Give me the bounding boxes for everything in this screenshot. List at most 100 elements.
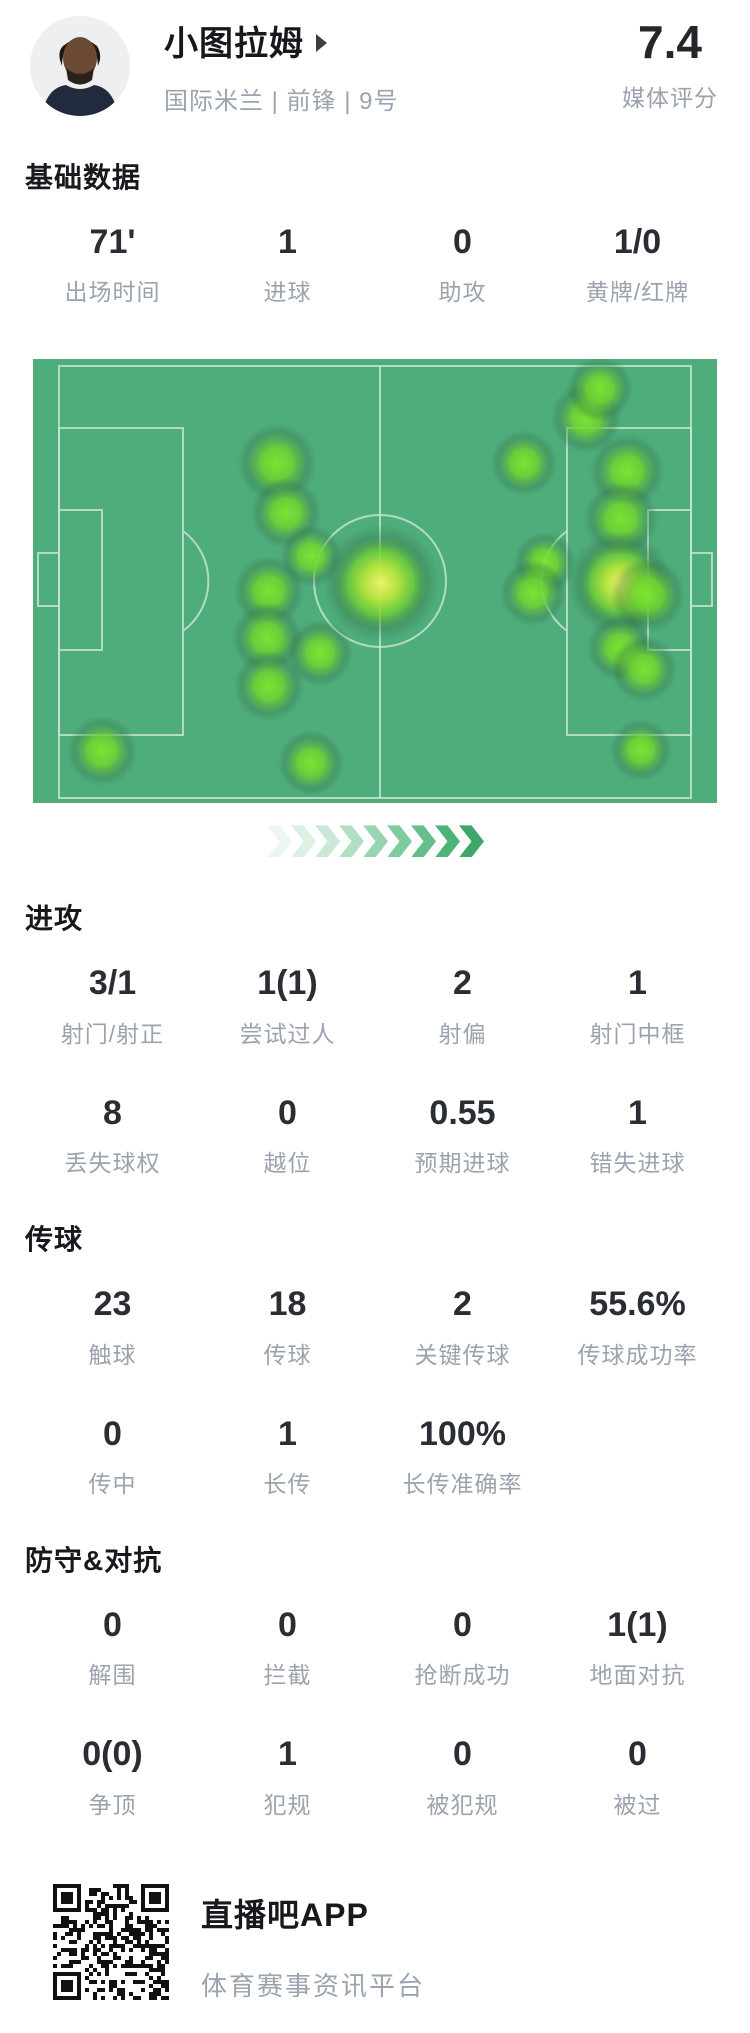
player-name: 小图拉姆 — [164, 25, 304, 63]
stat-cell: 0 被过 — [550, 1735, 725, 1819]
stat-label: 预期进球 — [414, 1150, 511, 1177]
stat-cell: 1 进球 — [200, 223, 375, 307]
stat-value: 71' — [89, 223, 136, 261]
stat-cell: 1/0 黄牌/红牌 — [550, 223, 725, 307]
stat-value: 1 — [628, 1093, 647, 1132]
stat-cell: 18 传球 — [200, 1285, 375, 1369]
passing-stats-row-2: 0 传中 1 长传 100% 长传准确率 — [0, 1414, 750, 1499]
stat-value: 0.55 — [429, 1093, 496, 1132]
app-footer: 直播吧APP 体育赛事资讯平台 — [0, 1883, 750, 2033]
stat-value: 1(1) — [607, 1605, 668, 1644]
stat-value: 0 — [628, 1735, 647, 1774]
attack-stats-row-1: 3/1 射门/射正 1(1) 尝试过人 2 射偏 1 射门中框 — [0, 964, 750, 1048]
chevron-icon — [363, 825, 388, 858]
stat-label: 丢失球权 — [64, 1150, 161, 1177]
stat-value: 0 — [278, 1605, 297, 1644]
stat-cell: 0 解围 — [25, 1605, 200, 1690]
stat-cell: 1 射门中框 — [550, 964, 725, 1048]
chevron-icon — [315, 825, 340, 858]
stat-value: 1(1) — [257, 964, 318, 1003]
stat-value: 0 — [453, 1605, 472, 1644]
basic-stats-row: 71' 出场时间 1 进球 0 助攻 1/0 黄牌/红牌 — [0, 223, 750, 307]
stat-label: 射门中框 — [589, 1020, 686, 1047]
stat-value: 0 — [103, 1414, 122, 1453]
player-photo-placeholder — [30, 16, 130, 116]
stat-label: 射偏 — [438, 1020, 487, 1047]
stat-cell: 0.55 预期进球 — [375, 1093, 550, 1178]
section-passing: 传球 23 触球 18 传球 2 关键传球 55.6% 传球成功率 0 传中 1… — [0, 1218, 750, 1499]
rating-label: 媒体评分 — [622, 85, 718, 111]
stat-label: 长传 — [263, 1470, 312, 1497]
app-name: 直播吧APP — [201, 1896, 369, 1933]
section-attack: 进攻 3/1 射门/射正 1(1) 尝试过人 2 射偏 1 射门中框 8 丢失球… — [0, 897, 750, 1178]
stat-value: 0 — [278, 1093, 297, 1132]
stat-value: 23 — [93, 1285, 132, 1324]
stat-value: 1/0 — [613, 223, 662, 261]
stat-label: 越位 — [263, 1150, 312, 1177]
player-avatar — [30, 16, 130, 116]
stat-label: 被过 — [613, 1791, 662, 1818]
stat-value: 2 — [453, 964, 472, 1003]
section-title-attack: 进攻 — [25, 903, 84, 935]
stat-cell: 0 被犯规 — [375, 1735, 550, 1819]
stat-label: 尝试过人 — [239, 1020, 336, 1047]
stat-value: 18 — [268, 1285, 307, 1324]
stat-label: 被犯规 — [426, 1791, 499, 1818]
stat-cell: 0 传中 — [25, 1414, 200, 1499]
stat-label: 犯规 — [263, 1791, 312, 1818]
stat-label: 拦截 — [263, 1662, 312, 1689]
chevron-icon — [411, 825, 436, 858]
stat-cell: 8 丢失球权 — [25, 1093, 200, 1178]
player-meta: 国际米兰 | 前锋 | 9号 — [164, 88, 399, 115]
chevron-icon — [459, 825, 484, 858]
stat-value: 55.6% — [589, 1285, 686, 1324]
stat-label: 助攻 — [438, 279, 487, 306]
stat-cell: 100% 长传准确率 — [375, 1414, 550, 1499]
stat-cell: 0 助攻 — [375, 223, 550, 307]
stat-value: 100% — [419, 1414, 506, 1453]
stat-value: 1 — [278, 1735, 297, 1774]
stat-value: 1 — [278, 223, 297, 261]
player-header: 小图拉姆 国际米兰 | 前锋 | 9号 7.4 媒体评分 — [0, 0, 750, 116]
stat-cell: 0 越位 — [200, 1093, 375, 1178]
stat-cell: 0 抢断成功 — [375, 1605, 550, 1690]
attack-stats-row-2: 8 丢失球权 0 越位 0.55 预期进球 1 错失进球 — [0, 1093, 750, 1178]
stat-label: 长传准确率 — [402, 1470, 523, 1497]
stat-cell: 0 拦截 — [200, 1605, 375, 1690]
stat-label: 抢断成功 — [414, 1662, 511, 1689]
stat-value: 0(0) — [82, 1735, 143, 1774]
stat-label: 错失进球 — [589, 1150, 686, 1177]
section-title-defense: 防守&对抗 — [25, 1544, 163, 1576]
stat-label: 黄牌/红牌 — [585, 279, 690, 306]
heatmap-pitch — [33, 359, 717, 804]
pitch-svg — [33, 359, 717, 804]
expand-arrow-icon[interactable] — [316, 33, 327, 52]
stat-cell: 2 射偏 — [375, 964, 550, 1048]
stat-cell: 1(1) 尝试过人 — [200, 964, 375, 1048]
stat-cell: 55.6% 传球成功率 — [550, 1285, 725, 1369]
stat-value: 2 — [453, 1285, 472, 1324]
defense-stats-row-2: 0(0) 争顶 1 犯规 0 被犯规 0 被过 — [0, 1735, 750, 1819]
qr-code — [53, 1883, 169, 2000]
stat-value: 0 — [453, 223, 472, 261]
app-tagline: 体育赛事资讯平台 — [201, 1970, 426, 2001]
stat-cell: 1 长传 — [200, 1415, 375, 1499]
stat-label: 争顶 — [88, 1791, 137, 1818]
stat-label: 传球 — [263, 1341, 312, 1368]
stat-value: 0 — [103, 1605, 122, 1644]
stat-label: 射门/射正 — [60, 1020, 165, 1047]
stat-label: 触球 — [88, 1341, 137, 1368]
stat-cell: 0(0) 争顶 — [25, 1735, 200, 1819]
stat-label: 进球 — [263, 279, 312, 306]
chevron-separator — [0, 825, 750, 858]
section-title-basic: 基础数据 — [25, 162, 142, 193]
passing-stats-row-1: 23 触球 18 传球 2 关键传球 55.6% 传球成功率 — [0, 1285, 750, 1369]
chevron-icon — [267, 825, 292, 858]
stat-label: 传球成功率 — [577, 1341, 698, 1368]
chevron-icon — [387, 825, 412, 858]
stat-label: 出场时间 — [64, 279, 161, 306]
stat-value: 8 — [103, 1093, 122, 1132]
stat-cell: 1 犯规 — [200, 1735, 375, 1819]
stat-value: 1 — [628, 964, 647, 1003]
stat-label: 解围 — [88, 1662, 137, 1689]
